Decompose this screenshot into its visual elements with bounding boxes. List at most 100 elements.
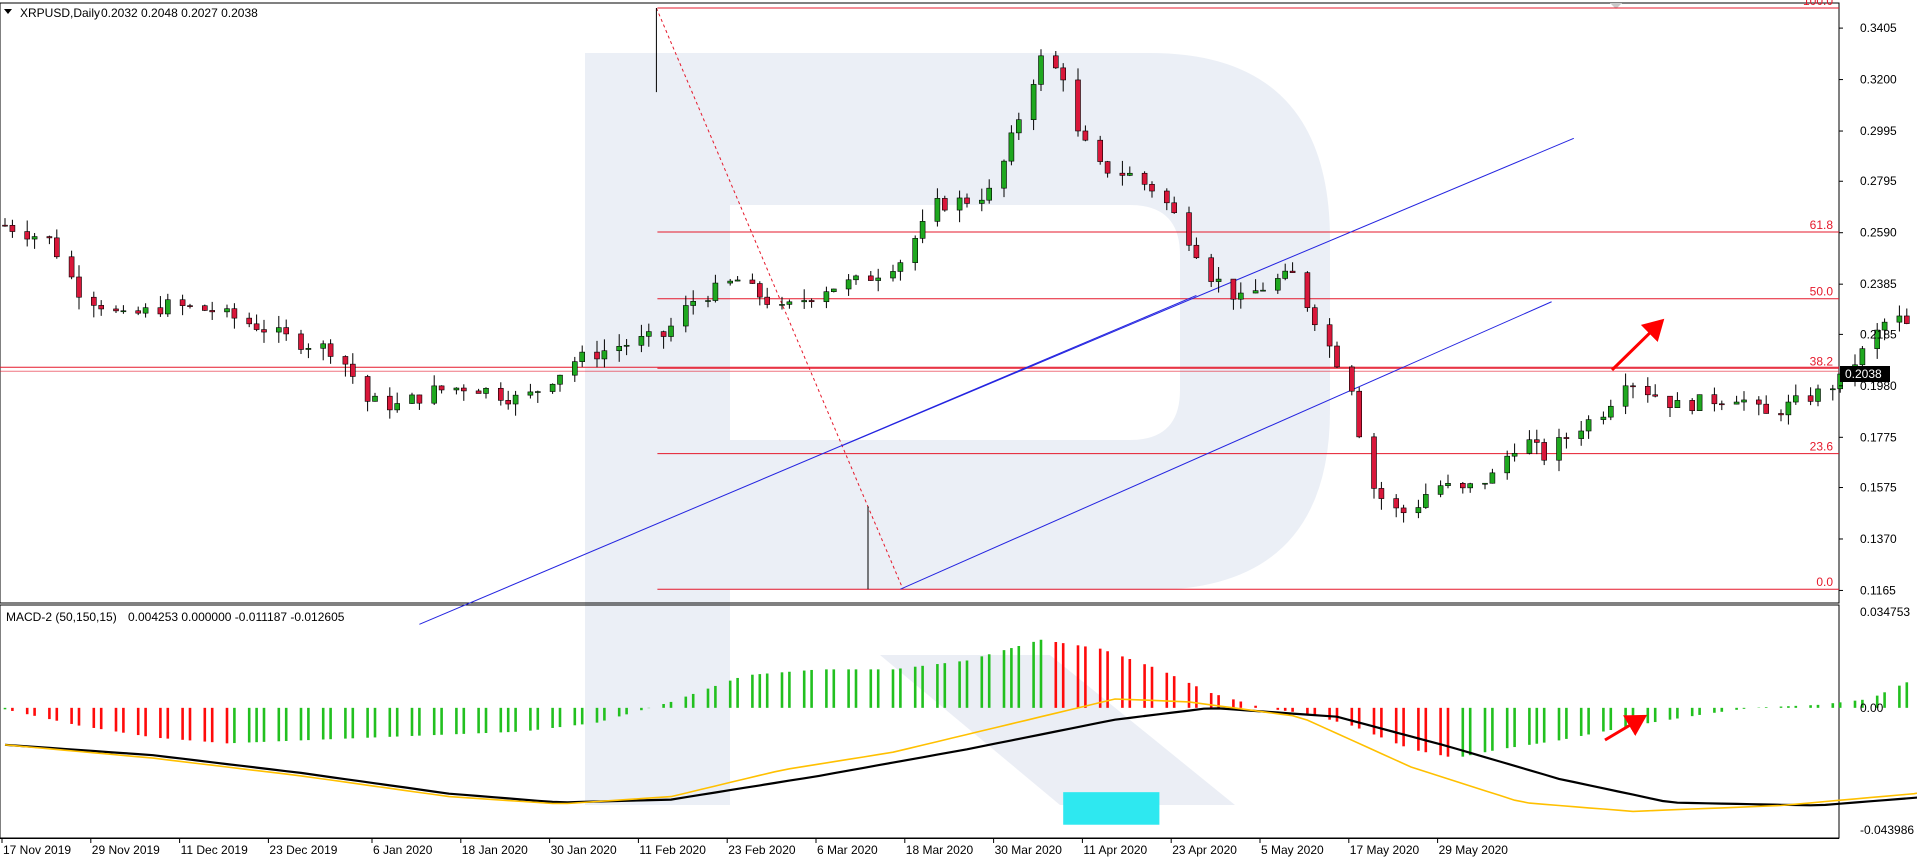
candle: [1526, 430, 1533, 455]
watermark-logo: [585, 53, 1330, 805]
candle: [660, 330, 667, 349]
candle: [1393, 494, 1399, 518]
price-axis-label: 0.3200: [1860, 73, 1897, 87]
date-axis-label: 17 May 2020: [1350, 843, 1420, 857]
price-axis-label: 0.2385: [1860, 277, 1897, 291]
candle: [934, 188, 941, 227]
candle: [1215, 267, 1222, 293]
candle: [224, 304, 230, 318]
date-axis-label: 18 Mar 2020: [906, 843, 974, 857]
fib-level-label: 50.0: [1810, 285, 1834, 299]
candle: [1756, 396, 1762, 416]
candle: [1652, 384, 1658, 398]
candle: [1741, 391, 1747, 411]
candle: [1001, 159, 1007, 198]
candle: [76, 265, 82, 310]
price-axis-label: 0.2590: [1860, 226, 1897, 240]
price-axis-label: 0.1980: [1860, 379, 1897, 393]
candle: [853, 274, 859, 285]
candle: [786, 299, 793, 309]
candle: [956, 190, 963, 223]
candle: [438, 385, 445, 394]
date-axis-label: 6 Mar 2020: [817, 843, 878, 857]
candle: [919, 209, 926, 244]
chart-title: XRPUSD,Daily: [20, 6, 100, 20]
candle: [1104, 160, 1111, 178]
candle: [53, 229, 60, 259]
price-axis-label: 0.1370: [1860, 532, 1897, 546]
candle: [549, 383, 556, 394]
candle: [1208, 253, 1214, 288]
date-axis-label: 17 Nov 2019: [3, 843, 71, 857]
candle: [1082, 125, 1089, 142]
dropdown-triangle-icon[interactable]: [4, 9, 12, 14]
candle: [327, 339, 334, 364]
candle: [1645, 377, 1651, 403]
candle: [1689, 398, 1695, 415]
candle: [1445, 474, 1451, 489]
fib-level-label: 38.2: [1810, 354, 1834, 368]
candle: [460, 384, 467, 401]
candle: [1326, 318, 1333, 358]
candle: [897, 259, 904, 281]
candle: [557, 374, 563, 392]
candle: [187, 303, 193, 309]
candle: [1541, 438, 1547, 466]
candle: [1334, 341, 1340, 368]
date-axis-label: 29 Nov 2019: [92, 843, 160, 857]
candle: [142, 303, 149, 318]
candle: [342, 355, 349, 377]
axes: 0.3405 0.3200 0.2995 0.2795 0.2590 0.2385 0.21…: [1, 21, 1914, 857]
macd-fast-line: [4, 698, 1917, 813]
fib-level-label: 100.0: [1803, 0, 1833, 8]
candle: [453, 387, 460, 395]
date-axis-label: 18 Jan 2020: [462, 843, 528, 857]
scroll-marker-icon[interactable]: [1610, 3, 1622, 9]
candle: [1859, 346, 1866, 370]
candle: [1275, 273, 1281, 294]
candle: [24, 220, 31, 247]
candle: [298, 329, 304, 354]
candle: [1511, 443, 1518, 462]
candle: [1193, 237, 1200, 260]
candle: [68, 250, 75, 280]
price-axis-label: 0.3405: [1860, 21, 1897, 35]
macd-forecast-arrow: [1604, 714, 1648, 742]
candle: [9, 219, 16, 238]
candle: [527, 383, 534, 399]
candle: [1881, 318, 1888, 341]
candle: [1830, 384, 1836, 401]
candle: [497, 382, 504, 406]
candle: [1238, 282, 1244, 309]
candle: [712, 274, 719, 303]
candle: [1127, 166, 1133, 177]
price-axis-label: 0.1165: [1860, 583, 1896, 597]
candle: [1075, 68, 1081, 137]
ohlc-header: 0.2032 0.2048 0.2027 0.2038: [101, 6, 258, 20]
current-price-tag: [1840, 366, 1890, 382]
macd-plot: [3, 639, 1917, 825]
candle: [808, 298, 815, 308]
candle: [202, 304, 208, 312]
candle: [594, 340, 600, 368]
date-axis-label: 5 May 2020: [1261, 843, 1324, 857]
candle: [734, 276, 741, 282]
current-price-label: 0.2038: [1845, 367, 1882, 381]
candle: [1060, 63, 1066, 92]
candle: [1252, 279, 1259, 294]
candle: [1119, 160, 1126, 186]
channel-upper-line: [841, 137, 1574, 447]
candle: [978, 188, 985, 212]
candle: [1371, 432, 1377, 499]
candle: [1141, 171, 1148, 191]
candle: [1793, 384, 1799, 405]
candle: [1489, 468, 1496, 484]
candle: [867, 270, 874, 281]
candle: [645, 323, 652, 347]
date-axis-label: 6 Jan 2020: [373, 843, 433, 857]
candle: [46, 235, 53, 245]
candle: [1149, 181, 1155, 198]
candle: [283, 319, 290, 341]
candle: [890, 264, 896, 282]
